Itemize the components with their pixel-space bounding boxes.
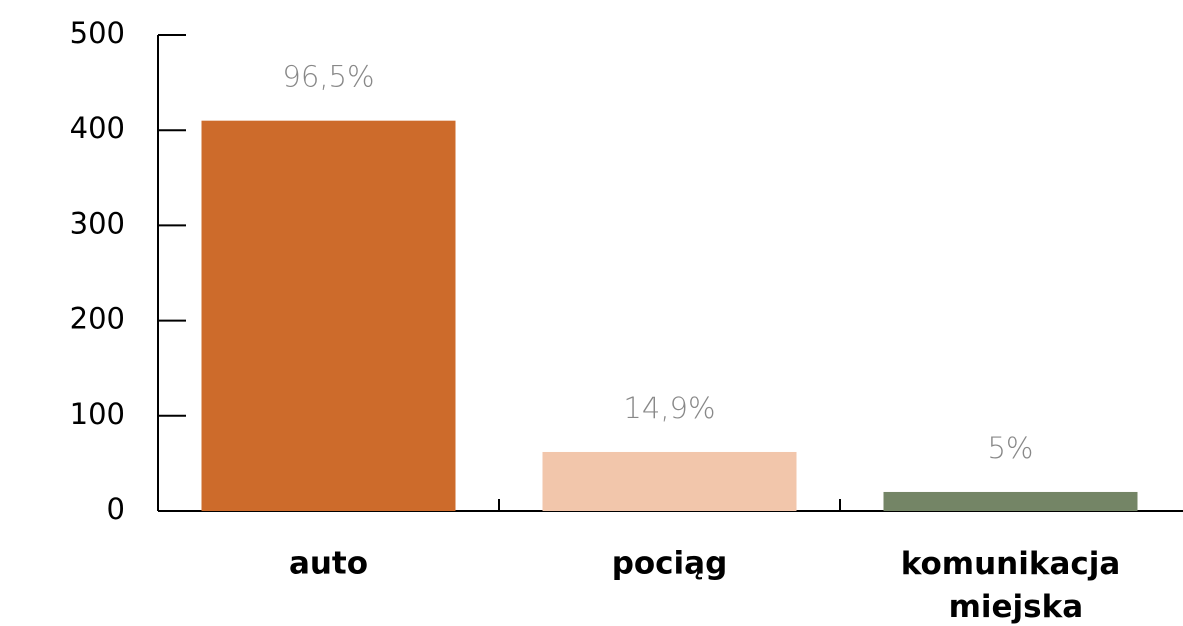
- y-tick-label: 500: [70, 16, 125, 50]
- x-tick-label: pociąg: [612, 546, 728, 582]
- bar-annotation: 96,5%: [282, 60, 374, 94]
- bar: [883, 491, 1138, 511]
- y-tick-label: 300: [70, 206, 125, 240]
- x-tick-label: komunikacja miejska: [901, 546, 1121, 625]
- bar-annotation: 14,9%: [623, 391, 715, 425]
- bar: [201, 120, 456, 512]
- bar-annotation: 5%: [987, 431, 1033, 465]
- y-tick-label: 0: [107, 492, 125, 526]
- x-tick-label: auto: [289, 546, 368, 582]
- y-tick-label: 400: [70, 111, 125, 145]
- y-tick-label: 100: [70, 397, 125, 431]
- y-tick-label: 200: [70, 302, 125, 336]
- bar: [542, 451, 797, 511]
